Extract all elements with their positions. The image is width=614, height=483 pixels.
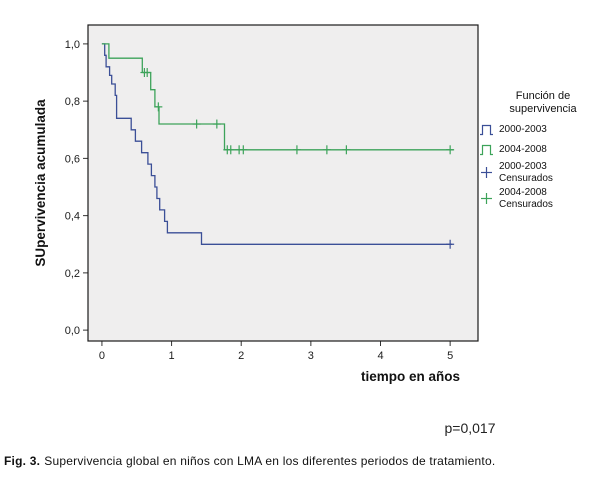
figure-caption: Fig. 3. Supervivencia global en niños con…: [4, 454, 612, 468]
y-tick-label: 0,4: [65, 211, 80, 223]
legend-title-line: Función de: [515, 90, 571, 102]
step-line-icon: [480, 124, 493, 136]
plot-frame: [87, 24, 479, 342]
caption-prefix: Fig. 3.: [4, 454, 41, 468]
y-axis-title: SUpervivencia acumulada: [33, 99, 48, 267]
y-tick-label: 0,6: [65, 153, 80, 165]
y-tick-label: 0,2: [65, 268, 80, 280]
step-line-icon: [480, 144, 493, 156]
legend-title: Función de supervivencia: [476, 90, 610, 116]
y-tick-label: 0,8: [65, 96, 80, 108]
y-tick-label: 1,0: [65, 39, 80, 51]
legend-items: 2000-2003 2004-2008 2000-2003 Censurados 200…: [476, 121, 610, 210]
legend-item-label: 2000-2003 Censurados: [499, 161, 553, 184]
legend-item: 2000-2003 Censurados: [478, 161, 610, 184]
legend-item-label: 2004-2008: [499, 143, 547, 155]
caption-text: Supervivencia global en niños con LMA en…: [44, 454, 496, 468]
censored-plus-icon: [481, 167, 492, 178]
survival-chart: 0 1 2 3 4 5 0,0 0,2 0,4 0,6 0,8 1,0 tiempo en años SU…: [33, 24, 479, 384]
legend-item-label: 2000-2003: [499, 123, 547, 135]
plot-area: [88, 25, 478, 341]
legend-item: 2000-2003: [478, 121, 610, 138]
survival-curve-2000-2003: [101, 43, 453, 245]
legend-item: 2004-2008: [478, 141, 610, 158]
y-tick-label: 0,0: [65, 325, 80, 337]
x-tick-label: 0: [99, 350, 105, 362]
x-axis-title: tiempo en años: [361, 369, 460, 384]
x-tick-label: 4: [377, 350, 383, 362]
legend-item-label: 2004-2008 Censurados: [499, 187, 553, 210]
x-tick-label: 1: [169, 350, 175, 362]
legend-item: 2004-2008 Censurados: [478, 187, 610, 210]
p-value-annotation: p=0,017: [444, 420, 496, 436]
x-tick-label: 3: [308, 350, 314, 362]
x-tick-label: 2: [238, 350, 244, 362]
x-tick-label: 5: [447, 350, 453, 362]
legend: Función de supervivencia 2000-2003 2004-20…: [476, 90, 610, 213]
censored-plus-icon: [481, 193, 492, 204]
legend-title-line: supervivencia: [509, 103, 577, 115]
